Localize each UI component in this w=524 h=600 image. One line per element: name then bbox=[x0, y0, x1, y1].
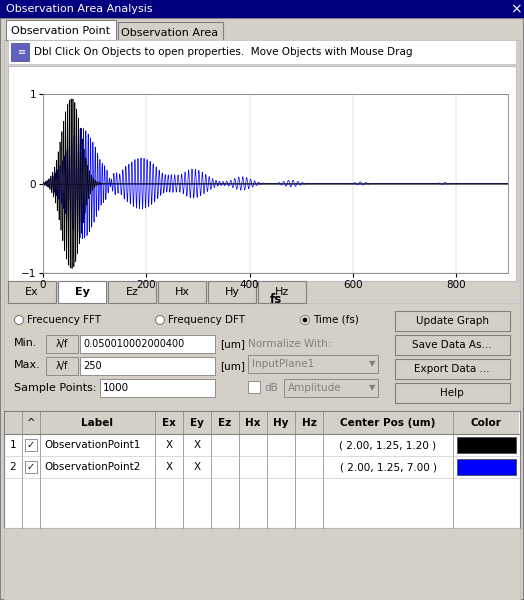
Text: ObservationPoint1: ObservationPoint1 bbox=[44, 440, 140, 450]
Text: λ/f: λ/f bbox=[56, 361, 68, 371]
Text: X: X bbox=[193, 462, 201, 472]
Text: ( 2.00, 1.25, 1.20 ): ( 2.00, 1.25, 1.20 ) bbox=[340, 440, 436, 450]
Text: Hy: Hy bbox=[224, 287, 239, 297]
Bar bbox=[284, 379, 378, 397]
Bar bbox=[4, 528, 520, 600]
Text: X: X bbox=[193, 440, 201, 450]
Bar bbox=[395, 383, 510, 403]
Bar bbox=[80, 357, 215, 375]
Text: Ex: Ex bbox=[25, 287, 39, 297]
Bar bbox=[457, 437, 516, 453]
Text: 1000: 1000 bbox=[103, 383, 129, 393]
Bar bbox=[58, 281, 106, 303]
Bar bbox=[46, 335, 78, 353]
Bar bbox=[100, 379, 215, 397]
Text: Hx: Hx bbox=[245, 418, 261, 428]
Text: 2: 2 bbox=[9, 462, 16, 472]
Bar bbox=[108, 281, 156, 303]
Text: Min.: Min. bbox=[14, 338, 38, 348]
Text: ≡: ≡ bbox=[18, 47, 26, 57]
Bar bbox=[248, 381, 260, 393]
Text: Center Pos (um): Center Pos (um) bbox=[340, 418, 435, 428]
Text: 0.050010002000400: 0.050010002000400 bbox=[83, 339, 184, 349]
Bar bbox=[8, 40, 516, 64]
Text: Hz: Hz bbox=[302, 418, 316, 428]
Text: Max.: Max. bbox=[14, 360, 41, 370]
Text: Save Data As...: Save Data As... bbox=[412, 340, 492, 350]
Text: Hy: Hy bbox=[273, 418, 289, 428]
Text: 250: 250 bbox=[83, 361, 102, 371]
Bar bbox=[6, 20, 116, 40]
Text: Update Graph: Update Graph bbox=[416, 316, 488, 326]
Text: Ez: Ez bbox=[126, 287, 138, 297]
Circle shape bbox=[156, 316, 165, 325]
Text: Observation Area Analysis: Observation Area Analysis bbox=[6, 4, 152, 14]
Bar bbox=[395, 359, 510, 379]
Bar bbox=[395, 311, 510, 331]
Circle shape bbox=[300, 316, 310, 325]
Text: Ey: Ey bbox=[74, 287, 90, 297]
Text: ▼: ▼ bbox=[369, 359, 375, 368]
Text: Color: Color bbox=[471, 418, 501, 428]
Text: Ez: Ez bbox=[219, 418, 232, 428]
Text: 1: 1 bbox=[9, 440, 16, 450]
Bar bbox=[248, 355, 378, 373]
Text: λ/f: λ/f bbox=[56, 339, 68, 349]
Bar bbox=[8, 66, 516, 281]
Bar bbox=[8, 281, 56, 303]
Text: Ey: Ey bbox=[190, 418, 204, 428]
Text: ▼: ▼ bbox=[369, 383, 375, 392]
Bar bbox=[395, 335, 510, 355]
Bar bbox=[258, 281, 306, 303]
Circle shape bbox=[302, 317, 308, 323]
Text: Time (fs): Time (fs) bbox=[313, 315, 359, 325]
Text: Hx: Hx bbox=[174, 287, 190, 297]
Text: Observation Point: Observation Point bbox=[12, 26, 111, 36]
Text: InputPlane1: InputPlane1 bbox=[252, 359, 314, 369]
Text: Amplitude: Amplitude bbox=[288, 383, 342, 393]
Bar bbox=[25, 439, 37, 451]
Text: ✓: ✓ bbox=[27, 462, 35, 472]
Text: Help: Help bbox=[440, 388, 464, 398]
Text: Hz: Hz bbox=[275, 287, 289, 297]
Text: ObservationPoint2: ObservationPoint2 bbox=[44, 462, 140, 472]
Bar bbox=[11, 43, 29, 61]
Bar bbox=[25, 461, 37, 473]
Text: Dbl Click On Objects to open properties.  Move Objects with Mouse Drag: Dbl Click On Objects to open properties.… bbox=[34, 47, 412, 57]
Bar bbox=[208, 281, 256, 303]
Bar bbox=[80, 335, 215, 353]
Text: dB: dB bbox=[264, 383, 278, 393]
Text: X: X bbox=[166, 462, 172, 472]
Text: X: X bbox=[166, 440, 172, 450]
Text: Export Data ...: Export Data ... bbox=[414, 364, 490, 374]
Bar bbox=[4, 411, 520, 528]
Bar bbox=[46, 357, 78, 375]
Text: Frequency DFT: Frequency DFT bbox=[168, 315, 245, 325]
Text: Label: Label bbox=[81, 418, 113, 428]
X-axis label: fs: fs bbox=[269, 293, 281, 306]
Bar bbox=[158, 281, 206, 303]
Bar bbox=[457, 459, 516, 475]
Bar bbox=[5, 412, 519, 434]
Text: Observation Area: Observation Area bbox=[122, 28, 219, 38]
Bar bbox=[4, 303, 520, 411]
Text: ^: ^ bbox=[27, 418, 36, 428]
Circle shape bbox=[15, 316, 24, 325]
Text: Ex: Ex bbox=[162, 418, 176, 428]
Text: [um]: [um] bbox=[220, 361, 245, 371]
Text: Frecuency FFT: Frecuency FFT bbox=[27, 315, 101, 325]
Text: ×: × bbox=[510, 2, 522, 16]
Text: Sample Points:: Sample Points: bbox=[14, 383, 96, 393]
Bar bbox=[0, 0, 524, 18]
Text: [um]: [um] bbox=[220, 339, 245, 349]
Text: ✓: ✓ bbox=[27, 440, 35, 450]
Bar bbox=[118, 22, 223, 40]
Text: Normalize With:: Normalize With: bbox=[248, 339, 331, 349]
Text: ( 2.00, 1.25, 7.00 ): ( 2.00, 1.25, 7.00 ) bbox=[340, 462, 436, 472]
